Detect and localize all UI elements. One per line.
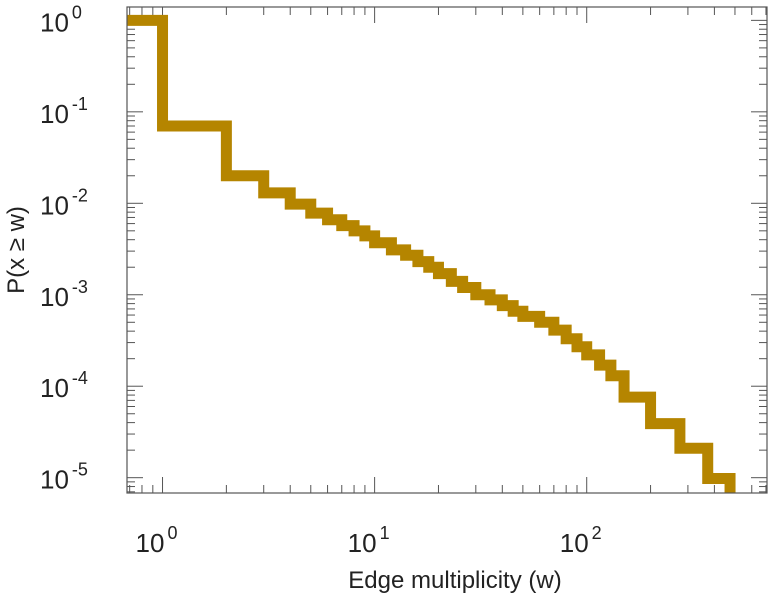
y-tick-label: 10-1 [40,94,88,129]
series-layer [127,20,730,493]
y-tick-label: 10-2 [40,185,88,220]
y-tick-label: 10-4 [40,368,88,403]
tick-base: 10 [560,528,589,558]
tick-base: 10 [40,373,69,403]
tick-exponent: -4 [72,368,88,388]
tick-exponent: -2 [72,185,88,205]
tick-exponent: 0 [72,2,82,22]
tick-base: 10 [40,99,69,129]
tick-exponent: -5 [72,460,88,480]
tick-exponent: -1 [72,94,88,114]
ccdf-step-line [127,20,730,493]
tick-exponent: 1 [380,523,390,543]
x-axis-label: Edge multiplicity (w) [348,567,561,594]
tick-exponent: -3 [72,277,88,297]
tick-exponent: 0 [167,523,177,543]
tick-base: 10 [40,190,69,220]
tick-base: 10 [136,528,165,558]
tick-base: 10 [40,465,69,495]
tick-base: 10 [40,7,69,37]
tick-exponent: 2 [592,523,602,543]
tick-base: 10 [40,282,69,312]
y-tick-label: 10-5 [40,460,88,495]
y-tick-label: 10-3 [40,277,88,312]
y-axis-label: P(x ≥ w) [3,206,30,294]
tick-base: 10 [348,528,377,558]
